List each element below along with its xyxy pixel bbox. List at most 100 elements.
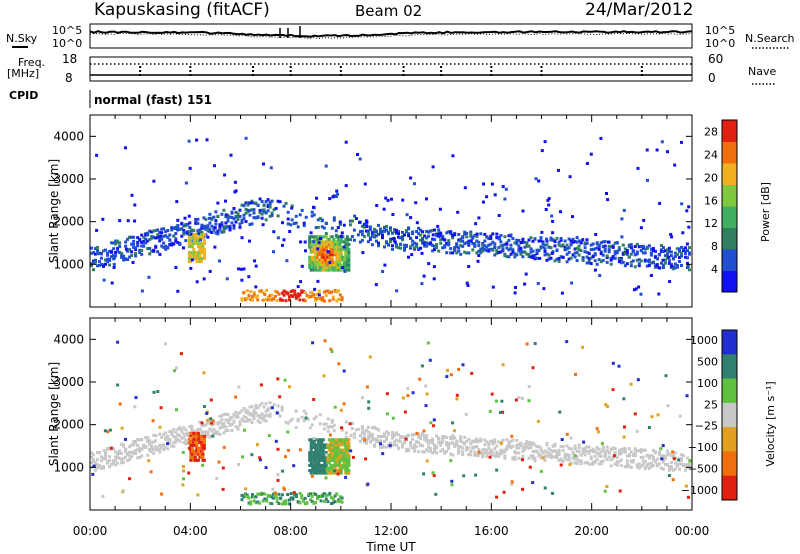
scatter-cell bbox=[633, 412, 637, 416]
scatter-cell bbox=[655, 464, 659, 468]
scatter-cell bbox=[126, 258, 130, 261]
scatter-cell bbox=[200, 421, 204, 425]
scatter-cell bbox=[671, 256, 675, 260]
scatter-cell bbox=[485, 235, 489, 239]
scatter-cell bbox=[503, 450, 507, 454]
scatter-cell bbox=[661, 454, 665, 458]
scatter-cell bbox=[625, 262, 629, 266]
scatter-cell bbox=[332, 194, 336, 198]
scatter-cell bbox=[133, 405, 137, 409]
scatter-cell bbox=[477, 254, 481, 257]
scatter-cell bbox=[152, 179, 156, 183]
scatter-cell bbox=[383, 432, 386, 436]
scatter-cell bbox=[242, 217, 246, 221]
scatter-cell bbox=[385, 224, 388, 228]
scatter-cell bbox=[587, 251, 591, 255]
scatter-cell bbox=[403, 440, 406, 444]
scatter-cell bbox=[490, 392, 494, 396]
scatter-cell bbox=[152, 440, 156, 444]
scatter-cell bbox=[314, 466, 318, 470]
scatter-cell bbox=[423, 244, 427, 248]
scatter-cell bbox=[629, 450, 633, 454]
scatter-cell bbox=[146, 233, 150, 237]
scatter-cell bbox=[517, 456, 521, 460]
scatter-cell bbox=[189, 458, 193, 462]
scatter-cell bbox=[421, 432, 425, 436]
scatter-cell bbox=[403, 410, 407, 414]
scatter-cell bbox=[266, 414, 270, 418]
scatter-cell bbox=[591, 462, 595, 466]
scatter-cell bbox=[282, 500, 286, 504]
scatter-cell bbox=[225, 277, 229, 281]
scatter-cell bbox=[537, 179, 541, 183]
scatter-cell bbox=[310, 290, 314, 294]
scatter-cell bbox=[623, 247, 627, 251]
scatter-cell bbox=[196, 427, 200, 431]
scatter-cell bbox=[344, 260, 348, 264]
scatter-cell bbox=[244, 410, 248, 414]
scatter-cell bbox=[645, 463, 649, 467]
scatter-cell bbox=[309, 498, 312, 502]
scatter-cell bbox=[555, 453, 559, 457]
scatter-cell bbox=[589, 256, 593, 260]
scatter-cell bbox=[170, 432, 174, 436]
scatter-cell bbox=[208, 435, 212, 439]
scatter-cell bbox=[240, 298, 244, 302]
scatter-cell bbox=[338, 461, 342, 465]
scatter-cell bbox=[643, 258, 647, 262]
scatter-cell bbox=[447, 230, 451, 234]
scatter-cell bbox=[405, 434, 408, 438]
scatter-cell bbox=[102, 278, 106, 282]
scatter-cell bbox=[417, 226, 421, 230]
scatter-cell bbox=[344, 266, 348, 269]
scatter-cell bbox=[228, 226, 232, 230]
scatter-cell bbox=[639, 292, 643, 296]
scatter-cell bbox=[415, 431, 419, 435]
scatter-cell bbox=[210, 429, 214, 433]
scatter-cell bbox=[463, 435, 467, 439]
scatter-cell bbox=[451, 154, 455, 158]
scatter-cell bbox=[199, 437, 203, 441]
scatter-cell bbox=[415, 244, 419, 248]
scatter-cell bbox=[214, 222, 218, 226]
scatter-cell bbox=[525, 241, 529, 245]
scatter-cell bbox=[131, 261, 135, 264]
scatter-cell bbox=[347, 248, 351, 252]
scatter-cell bbox=[286, 210, 290, 214]
scatter-cell bbox=[112, 266, 116, 269]
scatter-cell bbox=[342, 245, 346, 249]
scatter-cell bbox=[314, 453, 318, 457]
scatter-cell bbox=[645, 264, 649, 268]
scatter-cell bbox=[312, 295, 316, 299]
scatter-cell bbox=[473, 453, 477, 457]
scatter-cell bbox=[248, 209, 252, 212]
scatter-cell bbox=[557, 458, 561, 462]
scatter-cell bbox=[425, 229, 429, 233]
scatter-cell bbox=[152, 447, 156, 451]
scatter-cell bbox=[385, 430, 388, 434]
scatter-cell bbox=[665, 463, 669, 467]
scatter-cell bbox=[90, 251, 93, 255]
scatter-cell bbox=[539, 453, 543, 457]
scatter-cell bbox=[224, 221, 228, 225]
scatter-cell bbox=[91, 472, 95, 476]
scatter-cell bbox=[407, 232, 411, 236]
scatter-cell bbox=[573, 255, 577, 259]
scatter-cell bbox=[200, 424, 204, 428]
scatter-cell bbox=[551, 250, 555, 254]
scatter-cell bbox=[344, 237, 348, 241]
scatter-cell bbox=[286, 291, 290, 295]
scatter-cell bbox=[195, 434, 199, 438]
scatter-cell bbox=[96, 458, 99, 462]
scatter-cell bbox=[314, 469, 318, 472]
scatter-cell bbox=[455, 443, 459, 447]
scatter-cell bbox=[132, 450, 136, 454]
noise-tick-top-right: 10^5 bbox=[705, 24, 735, 37]
scatter-cell bbox=[278, 395, 282, 399]
scatter-cell bbox=[292, 222, 296, 226]
scatter-cell bbox=[222, 431, 226, 435]
scatter-cell bbox=[230, 216, 234, 219]
scatter-cell bbox=[579, 240, 583, 244]
scatter-cell bbox=[649, 261, 653, 265]
scatter-cell bbox=[671, 267, 675, 271]
